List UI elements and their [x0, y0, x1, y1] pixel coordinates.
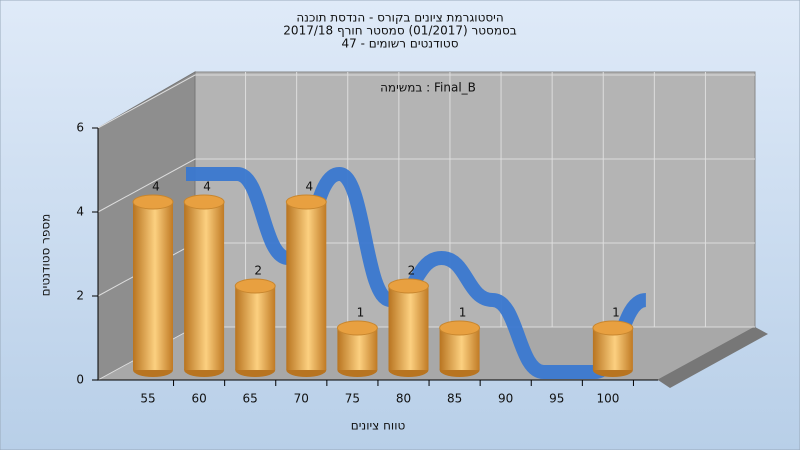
x-tick-label: 80 [396, 392, 411, 406]
bar-body [235, 286, 276, 370]
x-tick-label: 60 [191, 392, 206, 406]
bar-top [439, 320, 481, 336]
y-tick-label: 2 [76, 289, 84, 303]
y-tick-label: 4 [76, 205, 84, 219]
x-tick-label: 90 [498, 392, 513, 406]
data-label: 1 [612, 306, 620, 320]
chart-title: סטודנטים רשומים - 47 [341, 37, 458, 51]
bar-body [286, 202, 327, 370]
chart-title: בסמסטר (01/2017) סמסטר חורף 2017/18 [283, 24, 516, 38]
bar-top [183, 194, 225, 210]
bar [439, 320, 481, 377]
bar [388, 278, 429, 377]
bar-body [388, 286, 429, 370]
x-tick-label: 100 [596, 392, 619, 406]
data-label: 1 [459, 306, 467, 320]
annotation: במשימה : Final_B [380, 81, 476, 95]
bar [336, 320, 378, 377]
bar-top [285, 194, 327, 210]
y-tick-label: 0 [76, 373, 84, 387]
x-tick-label: 85 [447, 392, 462, 406]
bar-body [133, 202, 173, 370]
x-tick-label: 65 [243, 392, 258, 406]
bar-top [336, 320, 378, 336]
data-label: 4 [305, 180, 313, 194]
bar [285, 194, 327, 377]
bar-top [132, 194, 174, 210]
x-tick-label: 75 [345, 392, 360, 406]
bar-top [234, 278, 276, 294]
data-label: 4 [203, 180, 211, 194]
x-tick-label: 95 [549, 392, 564, 406]
plot: 4 4 2 4 1 2 1 1 [132, 167, 648, 379]
data-label: 4 [152, 180, 160, 194]
bar [592, 320, 634, 377]
bar-top [592, 320, 634, 336]
x-axis-label: טווח ציונים [351, 419, 406, 433]
bar [132, 194, 174, 377]
bar [183, 194, 225, 377]
data-label: 2 [254, 264, 262, 278]
grid-line [97, 74, 755, 129]
x-tick-label: 55 [140, 392, 155, 406]
grid-line [97, 158, 755, 213]
data-label: 1 [357, 306, 365, 320]
bar-body [184, 202, 225, 370]
y-axis-label: מספר סטודנטים [39, 214, 53, 297]
y-tick-label: 6 [76, 121, 84, 135]
data-label: 2 [408, 264, 416, 278]
floor-edge [658, 327, 768, 388]
x-tick-label: 70 [294, 392, 309, 406]
bar [234, 278, 276, 377]
bar-top [388, 278, 429, 294]
chart-title: היסטוגרמת ציונים בקורס - הנדסת תוכנה [296, 11, 503, 25]
